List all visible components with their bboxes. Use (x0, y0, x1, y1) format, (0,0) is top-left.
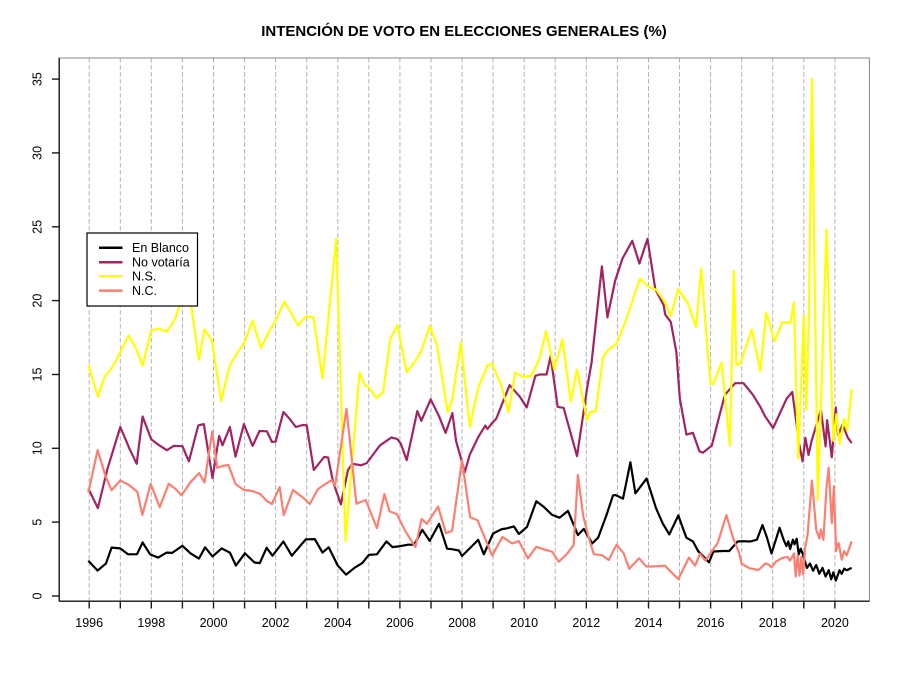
svg-text:2012: 2012 (572, 616, 600, 630)
svg-text:N.C.: N.C. (132, 284, 157, 298)
svg-text:2014: 2014 (635, 616, 663, 630)
svg-text:2016: 2016 (697, 616, 725, 630)
svg-text:En Blanco: En Blanco (132, 241, 189, 255)
svg-text:20: 20 (31, 294, 45, 308)
svg-text:2006: 2006 (386, 616, 414, 630)
svg-text:2018: 2018 (759, 616, 787, 630)
svg-text:0: 0 (31, 592, 45, 599)
svg-text:25: 25 (31, 220, 45, 234)
svg-text:N.S.: N.S. (132, 269, 156, 283)
svg-text:2020: 2020 (821, 616, 849, 630)
svg-text:35: 35 (31, 72, 45, 86)
svg-text:5: 5 (31, 519, 45, 526)
svg-text:1996: 1996 (75, 616, 103, 630)
svg-text:No votaría: No votaría (132, 256, 190, 270)
svg-text:2002: 2002 (262, 616, 290, 630)
svg-text:15: 15 (31, 368, 45, 382)
svg-text:2004: 2004 (324, 616, 352, 630)
svg-text:1998: 1998 (137, 616, 165, 630)
svg-text:2010: 2010 (510, 616, 538, 630)
svg-text:10: 10 (31, 441, 45, 455)
svg-text:2008: 2008 (448, 616, 476, 630)
svg-text:INTENCIÓN DE VOTO EN ELECCIONE: INTENCIÓN DE VOTO EN ELECCIONES GENERALE… (261, 22, 667, 40)
svg-text:30: 30 (31, 146, 45, 160)
svg-text:2000: 2000 (200, 616, 228, 630)
